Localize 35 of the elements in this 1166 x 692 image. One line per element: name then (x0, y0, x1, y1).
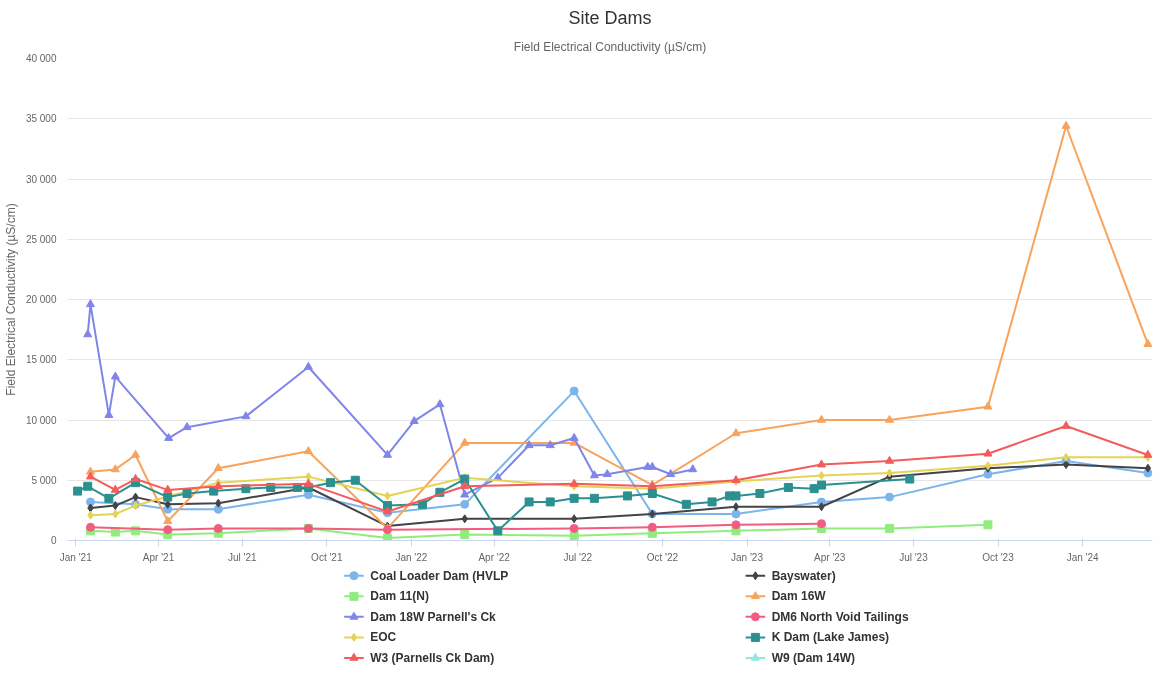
y-tick-label: 25 000 (25, 233, 57, 245)
y-tick-label: 35 000 (25, 113, 57, 125)
x-tick-label: Oct '23 (982, 551, 1015, 563)
x-tick-label: Jan '23 (731, 551, 764, 563)
y-tick-label: 30 000 (25, 173, 57, 185)
legend-label: Dam 18W Parnell's Ck (370, 609, 497, 624)
y-tick-label: 5 000 (31, 474, 57, 486)
x-tick-label: Oct '21 (311, 551, 343, 563)
legend-label: W3 (Parnells Ck Dam) (370, 650, 495, 665)
x-tick-label: Jul '21 (227, 551, 257, 563)
legend-label: Bayswater) (771, 568, 836, 583)
legend-label: Coal Loader Dam (HVLP (370, 568, 509, 583)
legend-label: W9 (Dam 14W) (771, 650, 856, 665)
y-tick-label: 15 000 (25, 354, 57, 366)
chart-title: Site Dams (568, 7, 652, 28)
y-tick-label: 20 000 (25, 294, 57, 305)
y-axis-title: Field Electrical Conductivity (µS/cm) (3, 203, 18, 396)
y-tick-label: 0 (50, 535, 57, 546)
legend-label: Dam 11(N) (370, 589, 429, 604)
x-tick-label: Oct '22 (646, 551, 679, 563)
x-tick-label: Apr '22 (478, 551, 511, 563)
chart-subtitle: Field Electrical Conductivity (µS/cm) (513, 39, 707, 54)
y-tick-label: 40 000 (25, 53, 57, 64)
x-tick-label: Jan '21 (59, 551, 93, 563)
x-tick-label: Jan '24 (1066, 551, 1100, 563)
legend-label: EOC (370, 630, 397, 645)
y-tick-label: 10 000 (25, 414, 57, 426)
x-tick-label: Apr '21 (142, 551, 175, 563)
x-tick-label: Jan '22 (395, 551, 428, 563)
x-tick-label: Jul '22 (563, 551, 593, 563)
x-tick-label: Jul '23 (899, 551, 929, 563)
legend-label: Dam 16W (771, 589, 827, 604)
legend-label: K Dam (Lake James) (771, 630, 890, 645)
legend-label: DM6 North Void Tailings (771, 609, 909, 624)
x-tick-label: Apr '23 (814, 551, 846, 563)
